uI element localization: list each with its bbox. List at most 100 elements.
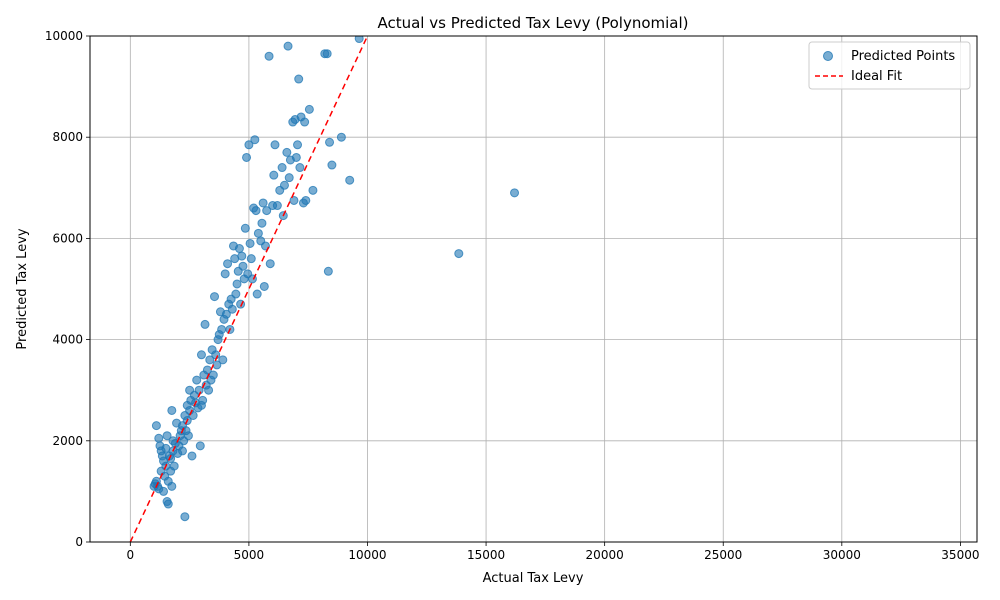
scatter-point xyxy=(200,319,210,329)
x-tick-label: 0 xyxy=(126,548,134,562)
scatter-point xyxy=(308,185,318,195)
scatter-point xyxy=(251,206,261,216)
scatter-point xyxy=(217,324,227,334)
scatter-point xyxy=(151,421,161,431)
x-axis-label: Actual Tax Levy xyxy=(483,571,584,586)
scatter-point xyxy=(238,261,248,271)
scatter-point xyxy=(336,132,346,142)
scatter-point xyxy=(246,254,256,264)
scatter-point xyxy=(245,238,255,248)
scatter-point xyxy=(221,309,231,319)
x-tick-label: 35000 xyxy=(941,548,979,562)
scatter-point xyxy=(218,355,228,365)
legend-box xyxy=(808,41,971,90)
ideal-fit-series xyxy=(129,36,369,542)
x-tick-label: 20000 xyxy=(586,548,624,562)
scatter-point xyxy=(167,481,177,491)
scatter-point xyxy=(354,36,364,44)
scatter-point xyxy=(208,370,218,380)
scatter-point xyxy=(167,405,177,415)
y-tick-label: 8000 xyxy=(52,130,83,144)
scatter-point xyxy=(291,152,301,162)
scatter-point xyxy=(293,140,303,150)
scatter-point xyxy=(231,289,241,299)
ideal-fit-line xyxy=(129,36,369,542)
scatter-point xyxy=(244,140,254,150)
scatter-point xyxy=(183,431,193,441)
scatter-point xyxy=(264,51,274,61)
scatter-point xyxy=(253,228,263,238)
scatter-point xyxy=(284,173,294,183)
legend-label-predicted: Predicted Points xyxy=(851,49,955,64)
scatter-point xyxy=(162,431,172,441)
scatter-point xyxy=(227,304,237,314)
scatter-point xyxy=(187,451,197,461)
scatter-point xyxy=(169,461,179,471)
scatter-point xyxy=(237,251,247,261)
scatter-point xyxy=(192,375,202,385)
scatter-point xyxy=(232,279,242,289)
y-tick-label: 0 xyxy=(75,535,83,549)
scatter-point xyxy=(294,74,304,84)
scatter-point xyxy=(323,266,333,276)
legend-marker-predicted xyxy=(823,51,833,61)
scatter-point xyxy=(250,135,260,145)
axis-ticks: 0 5000 10000 15000 20000 25000 30000 35000 0 2000… xyxy=(45,29,980,562)
y-axis-label: Predicted Tax Levy xyxy=(15,228,30,349)
scatter-point xyxy=(242,152,252,162)
scatter-point xyxy=(270,140,280,150)
x-tick-label: 15000 xyxy=(467,548,505,562)
y-tick-label: 10000 xyxy=(45,29,83,43)
scatter-point xyxy=(211,350,221,360)
scatter-point xyxy=(163,499,173,509)
y-tick-label: 4000 xyxy=(52,333,83,347)
plot-frame xyxy=(89,35,978,543)
scatter-point xyxy=(220,269,230,279)
scatter-point xyxy=(325,137,335,147)
scatter-point xyxy=(279,180,289,190)
scatter-point xyxy=(234,244,244,254)
scatter-point xyxy=(454,249,464,259)
scatter-point xyxy=(204,385,214,395)
scatter-point xyxy=(177,446,187,456)
scatter-point xyxy=(154,433,164,443)
scatter-point xyxy=(282,147,292,157)
scatter-point xyxy=(265,259,275,269)
scatter-point xyxy=(322,49,332,59)
scatter-point xyxy=(223,259,233,269)
x-tick-label: 10000 xyxy=(348,548,386,562)
scatter-point xyxy=(210,292,220,302)
scatter-point xyxy=(327,160,337,170)
x-tick-label: 25000 xyxy=(704,548,742,562)
scatter-point xyxy=(159,486,169,496)
scatter-point xyxy=(283,41,293,51)
scatter-point xyxy=(301,195,311,205)
scatter-point xyxy=(259,281,269,291)
scatter-point xyxy=(198,395,208,405)
scatter-point xyxy=(252,289,262,299)
scatter-point xyxy=(240,223,250,233)
scatter-point xyxy=(262,206,272,216)
scatter-point xyxy=(510,188,520,198)
y-tick-label: 2000 xyxy=(52,434,83,448)
scatter-point xyxy=(258,198,268,208)
predicted-points-series xyxy=(149,36,520,522)
scatter-point xyxy=(195,441,205,451)
x-tick-label: 5000 xyxy=(234,548,265,562)
x-tick-label: 30000 xyxy=(823,548,861,562)
legend: Predicted Points Ideal Fit xyxy=(808,41,971,90)
scatter-point xyxy=(272,201,282,211)
scatter-point xyxy=(295,163,305,173)
scatter-point xyxy=(345,175,355,185)
scatter-point xyxy=(205,355,215,365)
chart-title: Actual vs Predicted Tax Levy (Polynomial… xyxy=(377,14,688,32)
scatter-point xyxy=(304,104,314,114)
legend-label-ideal: Ideal Fit xyxy=(851,69,902,84)
scatter-point xyxy=(196,350,206,360)
scatter-point xyxy=(257,218,267,228)
scatter-point xyxy=(194,385,204,395)
scatter-point xyxy=(289,195,299,205)
scatter-point xyxy=(300,117,310,127)
